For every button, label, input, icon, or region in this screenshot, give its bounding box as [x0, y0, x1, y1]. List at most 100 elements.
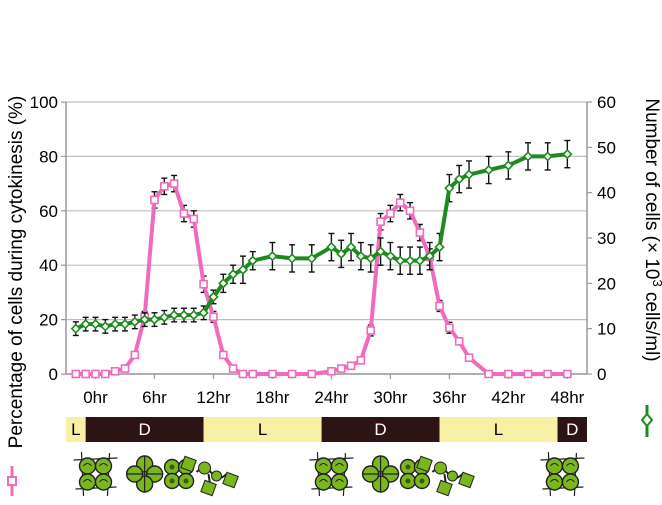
- chloroplast-mark: [566, 479, 575, 483]
- data-point: [139, 314, 150, 325]
- data-point: [326, 241, 337, 253]
- chloroplast-mark: [319, 463, 328, 467]
- x-tick-label: 36hr: [432, 388, 466, 407]
- band-label: D: [139, 420, 151, 439]
- data-point: [395, 255, 406, 266]
- series-line: [75, 181, 568, 376]
- x-tick-label: 18hr: [255, 388, 289, 407]
- daughter-cell: [545, 473, 564, 491]
- data-point: [101, 369, 110, 379]
- y-axis-legend-marker: [7, 466, 17, 496]
- data-point: [130, 350, 140, 360]
- data-point: [91, 369, 100, 379]
- x-tick-label: 12hr: [196, 388, 230, 407]
- x-tick-label: 30hr: [373, 388, 407, 407]
- wall-lines: [73, 451, 118, 497]
- y-tick-label: 100: [30, 93, 58, 112]
- data-point: [523, 369, 533, 379]
- y-tick-label: 60: [39, 202, 58, 221]
- cell-stage-icons: [73, 451, 585, 497]
- data-point: [484, 369, 493, 379]
- chloroplast-mark: [83, 479, 92, 483]
- band-segment-L: [66, 417, 86, 442]
- data-point: [237, 264, 249, 275]
- data-point: [248, 369, 258, 379]
- data-point: [189, 214, 199, 224]
- released-cell: [211, 470, 223, 482]
- data-point: [483, 164, 494, 176]
- x-tick-label: 48hr: [550, 388, 584, 407]
- data-point: [435, 301, 444, 311]
- data-point: [445, 323, 454, 333]
- nucleus-dot: [419, 478, 425, 484]
- daughter-cell: [78, 457, 97, 475]
- data-point: [366, 326, 376, 335]
- nucleus-dot: [405, 478, 411, 484]
- band-segment-L: [439, 417, 558, 442]
- series-layer: [70, 139, 573, 379]
- data-point: [150, 195, 159, 205]
- daughter-cell: [561, 457, 580, 475]
- data-point: [110, 319, 121, 330]
- data-point: [178, 309, 190, 321]
- data-point: [188, 309, 199, 321]
- data-point: [169, 179, 179, 188]
- data-point: [345, 241, 357, 253]
- daughter-cell: [561, 473, 580, 491]
- data-point: [129, 316, 140, 327]
- data-point: [120, 364, 130, 373]
- y2-tick-label: 0: [597, 365, 606, 384]
- data-point: [247, 255, 258, 266]
- data-point: [522, 151, 534, 162]
- chloroplast-mark: [99, 479, 108, 483]
- cell-stage-release: [416, 455, 475, 497]
- data-point: [179, 209, 189, 218]
- band-label: D: [374, 420, 386, 439]
- data-point: [90, 319, 101, 330]
- tick-labels: 0 20 40 60 80 100 0 10 20 30 40 50 60 0hr 6hr 12hr 18hr 2…: [30, 93, 616, 407]
- data-point: [365, 253, 376, 264]
- data-point: [169, 309, 180, 321]
- grid-lines: [66, 101, 587, 375]
- data-point: [209, 312, 218, 322]
- chloroplast-mark: [99, 463, 108, 467]
- data-point: [375, 246, 386, 257]
- data-point: [218, 278, 229, 289]
- data-point: [463, 169, 475, 180]
- data-point: [562, 149, 573, 160]
- data-point: [198, 307, 209, 318]
- data-point: [385, 251, 396, 262]
- nucleus-dot: [183, 478, 189, 484]
- cleavage-lines: [362, 456, 399, 492]
- y2-tick-label: 30: [597, 229, 616, 248]
- released-cell: [433, 461, 447, 475]
- chloroplast-mark: [319, 479, 328, 483]
- x-tick-label: 0hr: [83, 388, 108, 407]
- y2-axis-legend-marker: [640, 405, 654, 437]
- daughter-cell: [314, 457, 333, 475]
- data-point: [80, 319, 91, 330]
- data-point: [504, 369, 513, 379]
- cell-stage-quad: [540, 451, 585, 497]
- released-cell: [416, 455, 433, 473]
- data-point: [268, 369, 277, 379]
- data-point: [414, 255, 426, 266]
- data-point: [287, 369, 297, 379]
- band-label: D: [566, 420, 578, 439]
- x-tick-label: 6hr: [142, 388, 167, 407]
- cell-stage-quad: [309, 451, 354, 497]
- band-label: L: [494, 420, 503, 439]
- y2-axis-title: Number of cells (× 103 cells/ml): [641, 98, 662, 361]
- data-point: [286, 253, 298, 264]
- data-point: [327, 366, 336, 376]
- y-tick-label: 40: [39, 256, 58, 275]
- daughter-cell: [314, 473, 333, 491]
- wall-lines: [309, 451, 354, 497]
- data-point: [218, 350, 228, 360]
- released-cell: [458, 471, 475, 489]
- data-point: [543, 369, 552, 379]
- chloroplast-mark: [550, 479, 559, 483]
- data-point: [267, 251, 278, 262]
